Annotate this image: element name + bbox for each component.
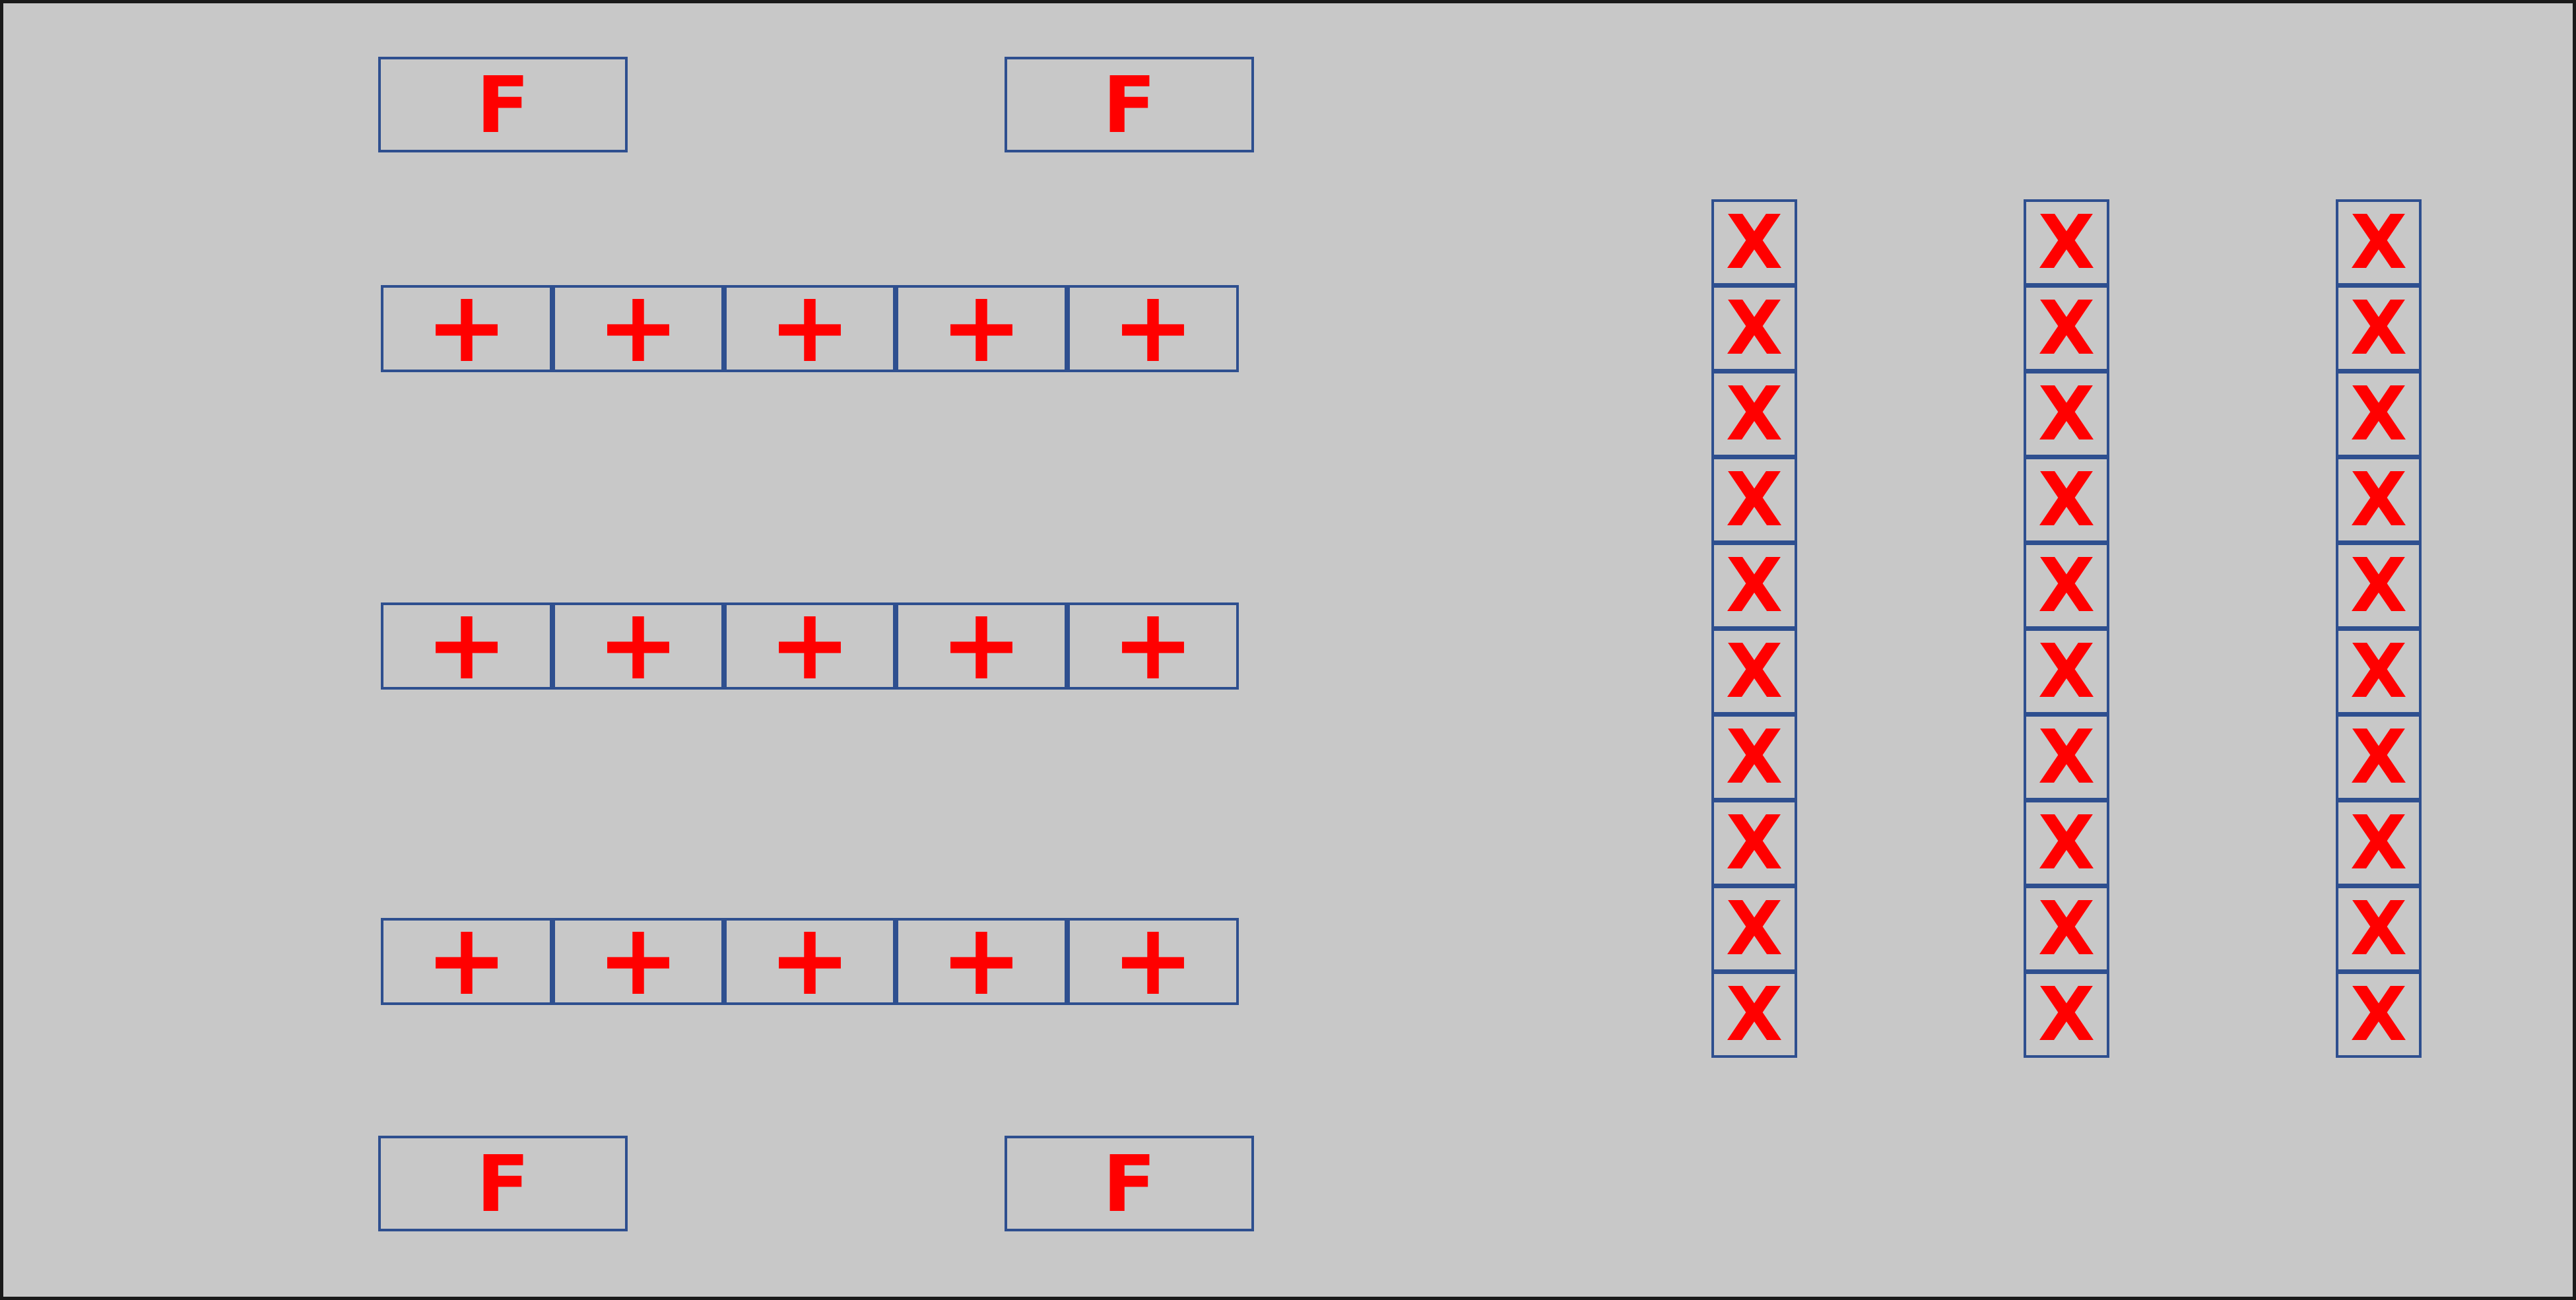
plus-cell: + — [552, 595, 724, 694]
x-symbol: X — [2350, 628, 2408, 715]
f-label: F — [1102, 59, 1156, 150]
x-cell: X — [1711, 371, 1797, 457]
plus-symbol: + — [425, 903, 508, 1018]
x-cell: X — [2024, 971, 2109, 1058]
x-symbol: X — [2037, 371, 2096, 457]
x-symbol: X — [2037, 800, 2096, 886]
plus-symbol: + — [597, 903, 680, 1018]
x-symbol: X — [2350, 714, 2408, 800]
plus-cell: + — [724, 595, 896, 694]
plus-cell: + — [381, 911, 552, 1010]
x-cell: X — [2336, 628, 2422, 715]
x-cell: X — [1711, 971, 1797, 1058]
x-symbol: X — [2037, 628, 2096, 715]
x-cell: X — [2024, 542, 2109, 629]
plus-symbol: + — [597, 587, 680, 702]
plus-cell: + — [896, 911, 1067, 1010]
f-label: F — [476, 1138, 530, 1229]
x-symbol: X — [2037, 714, 2096, 800]
x-symbol: X — [1725, 886, 1783, 972]
x-cell: X — [2024, 457, 2109, 543]
plus-cell: + — [552, 278, 724, 377]
f-box: F — [1005, 57, 1254, 152]
plus-cell: + — [724, 278, 896, 377]
x-cell: X — [2024, 714, 2109, 800]
x-cell: X — [2336, 714, 2422, 800]
plus-cell: + — [1067, 911, 1239, 1010]
plus-symbol: + — [768, 270, 851, 385]
plus-cell: + — [552, 911, 724, 1010]
plus-cell: + — [724, 911, 896, 1010]
x-symbol: X — [2350, 199, 2408, 286]
x-cell: X — [2336, 457, 2422, 543]
x-cell: X — [2024, 199, 2109, 286]
x-cell: X — [1711, 199, 1797, 286]
x-symbol: X — [2037, 199, 2096, 286]
x-symbol: X — [2350, 285, 2408, 372]
x-symbol: X — [2350, 971, 2408, 1058]
plus-cell: + — [1067, 595, 1239, 694]
f-label: F — [1102, 1138, 1156, 1229]
plus-symbol: + — [940, 587, 1023, 702]
x-symbol: X — [1725, 628, 1783, 715]
x-cell: X — [2336, 199, 2422, 286]
plus-symbol: + — [1111, 587, 1195, 702]
x-symbol: X — [2037, 971, 2096, 1058]
x-symbol: X — [2350, 886, 2408, 972]
x-symbol: X — [2037, 285, 2096, 372]
x-symbol: X — [1725, 457, 1783, 543]
x-cell: X — [2336, 371, 2422, 457]
plus-symbol: + — [940, 270, 1023, 385]
f-box: F — [1005, 1136, 1254, 1231]
x-symbol: X — [1725, 971, 1783, 1058]
plus-symbol: + — [425, 587, 508, 702]
x-symbol: X — [2037, 886, 2096, 972]
x-symbol: X — [2350, 457, 2408, 543]
f-box: F — [378, 1136, 628, 1231]
x-symbol: X — [1725, 800, 1783, 886]
x-symbol: X — [1725, 199, 1783, 286]
x-symbol: X — [2037, 457, 2096, 543]
x-symbol: X — [2350, 542, 2408, 629]
x-cell: X — [1711, 542, 1797, 629]
x-cell: X — [2336, 886, 2422, 972]
x-symbol: X — [1725, 371, 1783, 457]
x-cell: X — [2336, 542, 2422, 629]
x-cell: X — [2024, 285, 2109, 372]
plus-symbol: + — [1111, 270, 1195, 385]
x-cell: X — [2024, 628, 2109, 715]
plus-cell: + — [381, 595, 552, 694]
x-cell: X — [2336, 800, 2422, 886]
x-cell: X — [1711, 800, 1797, 886]
x-symbol: X — [1725, 542, 1783, 629]
plus-symbol: + — [768, 903, 851, 1018]
x-cell: X — [2024, 800, 2109, 886]
plus-cell: + — [896, 278, 1067, 377]
x-cell: X — [2336, 971, 2422, 1058]
x-cell: X — [1711, 457, 1797, 543]
plus-symbol: + — [425, 270, 508, 385]
plus-symbol: + — [768, 587, 851, 702]
x-cell: X — [2336, 285, 2422, 372]
f-box: F — [378, 57, 628, 152]
plus-cell: + — [381, 278, 552, 377]
x-symbol: X — [2350, 800, 2408, 886]
x-cell: X — [1711, 886, 1797, 972]
plus-symbol: + — [597, 270, 680, 385]
plus-cell: + — [896, 595, 1067, 694]
x-symbol: X — [2350, 371, 2408, 457]
x-cell: X — [1711, 285, 1797, 372]
x-symbol: X — [1725, 285, 1783, 372]
x-cell: X — [1711, 628, 1797, 715]
x-symbol: X — [2037, 542, 2096, 629]
plus-cell: + — [1067, 278, 1239, 377]
plus-symbol: + — [940, 903, 1023, 1018]
x-symbol: X — [1725, 714, 1783, 800]
f-label: F — [476, 59, 530, 150]
x-cell: X — [2024, 371, 2109, 457]
x-cell: X — [1711, 714, 1797, 800]
plus-symbol: + — [1111, 903, 1195, 1018]
x-cell: X — [2024, 886, 2109, 972]
